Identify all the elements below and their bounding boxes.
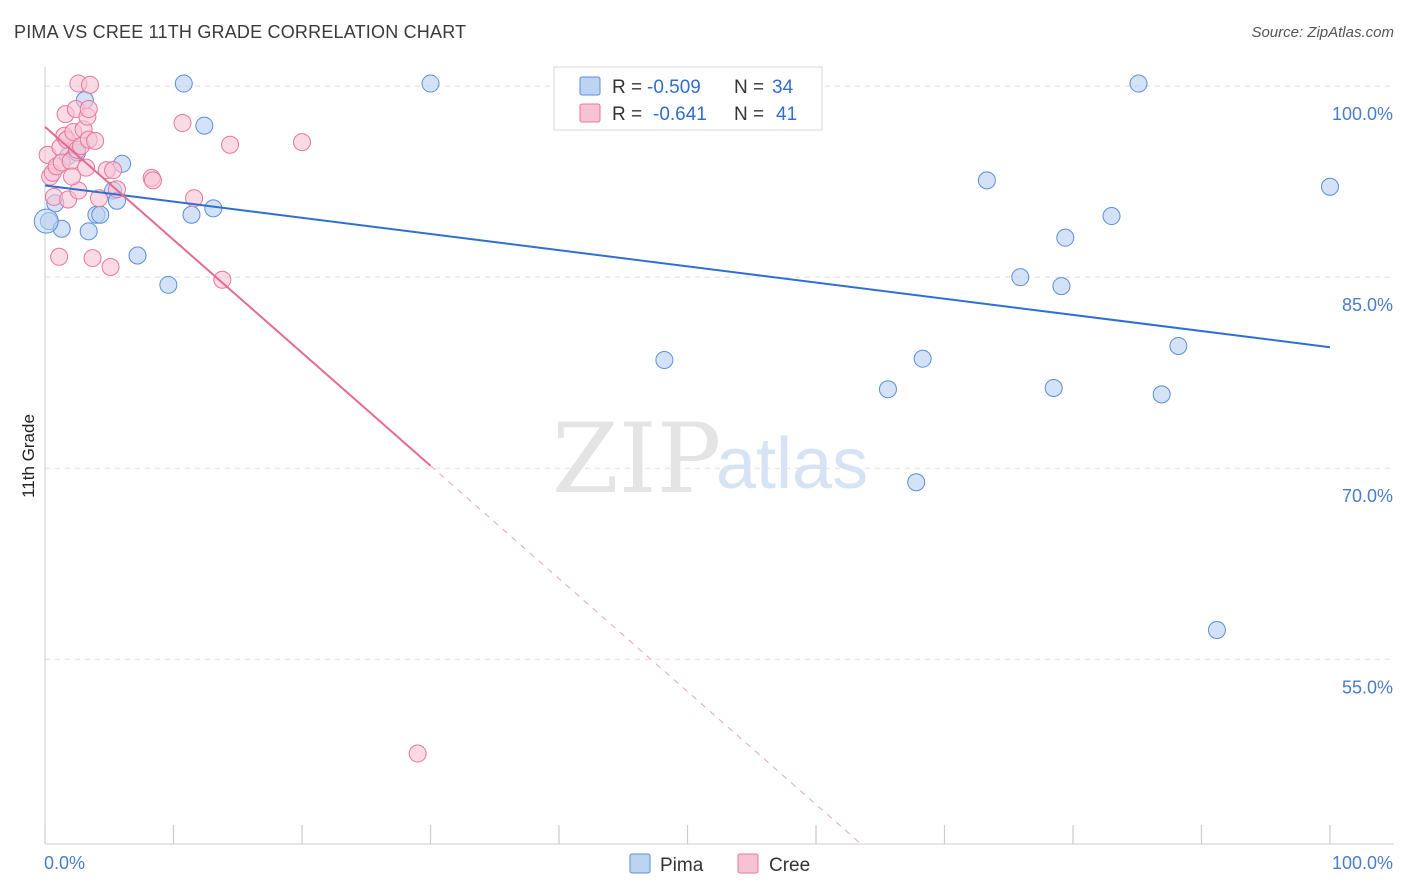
cree-point <box>221 135 240 154</box>
pima-point <box>907 473 926 492</box>
watermark-zip: ZIP <box>552 403 721 515</box>
pima-point <box>1152 385 1171 404</box>
cree-point <box>185 189 204 208</box>
legend-pima-swatch <box>579 76 601 96</box>
pima-point <box>655 350 674 369</box>
pima-point <box>174 74 193 93</box>
cree-point <box>83 249 102 268</box>
pima-point <box>421 74 440 93</box>
legend-pima-r-label: R = <box>612 77 642 98</box>
legend-cree-swatch <box>579 103 601 123</box>
pima-point <box>195 116 214 135</box>
axes <box>44 67 1394 845</box>
source-label: Source: ZipAtlas.com <box>1251 24 1394 41</box>
tick-labels: 100.0% 85.0% 70.0% 55.0% 0.0% 100.0% <box>44 104 1393 873</box>
pima-point <box>913 349 932 368</box>
legend-pima-n-value: 34 <box>772 77 794 98</box>
pima-point-large <box>33 208 59 234</box>
cree-point <box>62 167 81 186</box>
pima-point <box>91 205 110 224</box>
y-tick-label: 85.0% <box>1342 295 1393 315</box>
pima-point <box>182 205 201 224</box>
x-tick-label: 100.0% <box>1332 853 1393 873</box>
cree-points <box>38 74 427 763</box>
bottom-legend-cree-swatch <box>737 853 759 874</box>
cree-point <box>77 158 96 177</box>
pima-point <box>79 222 98 241</box>
cree-point <box>101 257 120 276</box>
y-tick-label: 70.0% <box>1342 486 1393 506</box>
pima-point <box>1169 336 1188 355</box>
pima-point <box>1321 177 1339 196</box>
cree-point <box>89 189 108 208</box>
pima-point <box>1011 268 1030 287</box>
legend-cree-n-value: 41 <box>776 104 797 125</box>
pima-point <box>878 380 897 399</box>
cree-trend-line <box>44 126 432 467</box>
cree-point <box>213 270 232 289</box>
bottom-legend-cree-label: Cree <box>769 855 810 876</box>
pima-point <box>1207 621 1226 640</box>
pima-point <box>1052 277 1071 296</box>
pima-point <box>977 171 996 190</box>
cree-point <box>293 133 311 152</box>
legend-cree-n-label: N = <box>734 104 764 125</box>
pima-point <box>1044 378 1063 397</box>
bottom-legend-pima-swatch <box>629 853 651 874</box>
x-tick-label: 0.0% <box>44 853 85 873</box>
pima-point <box>1129 74 1148 93</box>
gridlines <box>45 85 1394 660</box>
bottom-legend-pima-label: Pima <box>660 855 704 876</box>
cree-point <box>80 75 99 94</box>
cree-trend-extension <box>430 465 862 845</box>
cree-point <box>143 171 162 190</box>
y-axis-title: 11th Grade <box>19 414 38 498</box>
y-tick-label: 55.0% <box>1342 677 1393 697</box>
watermark: ZIP atlas <box>552 403 868 515</box>
cree-point <box>50 247 69 266</box>
cree-point <box>408 744 427 763</box>
pima-trend-line <box>44 184 1331 349</box>
cree-point <box>79 100 98 119</box>
cree-point <box>173 114 192 133</box>
cree-point <box>86 131 105 150</box>
watermark-atlas: atlas <box>716 424 868 504</box>
cree-point <box>104 161 123 180</box>
pima-point <box>1102 207 1121 226</box>
pima-point <box>159 275 178 294</box>
pima-point <box>128 246 147 265</box>
pima-point <box>1056 228 1075 247</box>
legend-pima-n-label: N = <box>734 77 764 98</box>
trend-lines <box>44 126 1331 845</box>
pima-points <box>33 74 1339 640</box>
chart-title: PIMA VS CREE 11TH GRADE CORRELATION CHAR… <box>14 22 467 42</box>
legend-cree-r-label: R = <box>612 104 642 125</box>
series-legend: Pima Cree <box>629 853 810 876</box>
y-tick-label: 100.0% <box>1332 104 1393 124</box>
stats-legend: R = -0.509 N = 34 R = -0.641 N = 41 <box>553 66 823 131</box>
legend-cree-r-value: -0.641 <box>653 104 707 125</box>
legend-pima-r-value: -0.509 <box>647 77 701 98</box>
